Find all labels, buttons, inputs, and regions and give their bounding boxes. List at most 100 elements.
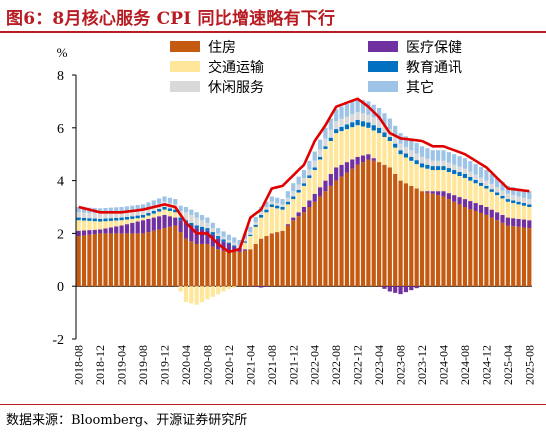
bar-medical	[119, 225, 124, 234]
bar-other	[237, 240, 242, 246]
bar-transport	[511, 203, 516, 219]
bar-edu	[98, 218, 103, 222]
bar-other	[269, 196, 274, 202]
bar-leisure	[307, 169, 312, 176]
bar-transport	[307, 177, 312, 201]
bar-housing	[500, 222, 505, 287]
bar-leisure	[130, 210, 135, 217]
bar-transport	[258, 217, 264, 239]
bar-other	[500, 181, 505, 191]
bar-medical	[457, 197, 462, 205]
bar-leisure	[452, 164, 457, 171]
bar-leisure	[87, 212, 92, 219]
bar-medical	[489, 209, 494, 218]
bar-housing	[167, 226, 172, 287]
bar-housing	[237, 251, 242, 287]
bar-leisure	[409, 150, 414, 157]
bar-housing	[130, 233, 135, 287]
bar-leisure	[296, 184, 301, 190]
bar-housing	[505, 225, 510, 287]
bar-housing	[253, 243, 258, 287]
bar-housing	[146, 232, 151, 287]
legend-swatch	[170, 41, 200, 52]
bar-other	[462, 158, 468, 169]
bar-medical	[135, 221, 140, 234]
bar-transport	[140, 217, 146, 221]
bar-other	[81, 207, 87, 213]
bar-edu	[452, 170, 457, 174]
legend-label: 教育通讯	[406, 60, 462, 76]
bar-transport	[108, 220, 113, 228]
bar-other	[119, 207, 124, 213]
bar-leisure	[366, 114, 371, 123]
bar-housing	[328, 185, 333, 287]
bar-medical	[253, 286, 258, 287]
y-tick-label: -2	[52, 333, 64, 348]
bar-edu	[457, 172, 462, 176]
bar-other	[419, 146, 425, 157]
bar-transport	[87, 220, 92, 231]
bar-medical	[167, 216, 172, 227]
bar-transport	[124, 219, 130, 225]
bar-transport	[387, 141, 392, 168]
bar-housing	[81, 235, 87, 287]
bar-leisure	[527, 199, 532, 205]
bar-transport	[291, 199, 296, 218]
bar-leisure	[425, 158, 430, 165]
bar-edu	[344, 124, 350, 130]
bar-housing	[119, 233, 124, 287]
bar-housing	[430, 193, 435, 287]
bar-transport	[457, 175, 462, 198]
bar-other	[124, 206, 130, 212]
bar-other	[489, 174, 494, 184]
bar-housing	[221, 250, 226, 287]
bar-leisure	[103, 213, 108, 219]
bar-leisure	[189, 214, 194, 223]
bar-edu	[387, 137, 392, 141]
bar-leisure	[318, 149, 323, 157]
bar-transport	[339, 131, 344, 165]
bar-other	[468, 161, 473, 172]
bar-transport	[92, 221, 97, 230]
bar-transport	[183, 286, 189, 303]
bar-leisure	[108, 212, 113, 219]
bar-housing	[478, 212, 484, 287]
bar-medical	[323, 180, 328, 192]
bar-housing	[360, 162, 366, 287]
bar-housing	[457, 204, 462, 287]
bar-medical	[484, 207, 489, 215]
bar-housing	[403, 183, 409, 287]
bar-housing	[92, 234, 97, 287]
bar-other	[430, 150, 435, 161]
bar-transport	[167, 210, 172, 217]
y-tick-label: 4	[57, 175, 64, 190]
axes-group: -2 0 2 4 6 8% 2018-08 2018-12 2019-04 2019-08 2019…	[52, 45, 536, 385]
bar-medical	[462, 199, 468, 207]
bar-edu	[124, 216, 130, 220]
bar-other	[457, 156, 462, 167]
bar-other	[194, 212, 199, 218]
bar-transport	[264, 212, 269, 237]
bar-transport	[473, 183, 478, 204]
bar-transport	[178, 286, 183, 292]
bar-other	[178, 205, 183, 211]
bar-transport	[312, 170, 317, 194]
bar-leisure	[441, 160, 446, 167]
bar-leisure	[521, 197, 527, 204]
x-tick-label: 2020-12	[222, 345, 236, 385]
bar-leisure	[436, 160, 441, 167]
bar-housing	[446, 199, 451, 287]
bar-housing	[242, 250, 248, 287]
bar-edu	[151, 210, 156, 214]
bar-other	[189, 209, 194, 215]
bar-transport	[114, 220, 119, 227]
bar-housing	[334, 180, 339, 287]
bar-leisure	[285, 197, 290, 202]
bar-transport	[130, 218, 135, 223]
bar-edu	[527, 204, 532, 207]
bar-medical	[140, 220, 146, 234]
bar-housing	[205, 243, 210, 287]
x-tick-label: 2025-08	[522, 345, 536, 385]
bar-leisure	[505, 193, 510, 200]
bar-edu	[334, 129, 339, 134]
